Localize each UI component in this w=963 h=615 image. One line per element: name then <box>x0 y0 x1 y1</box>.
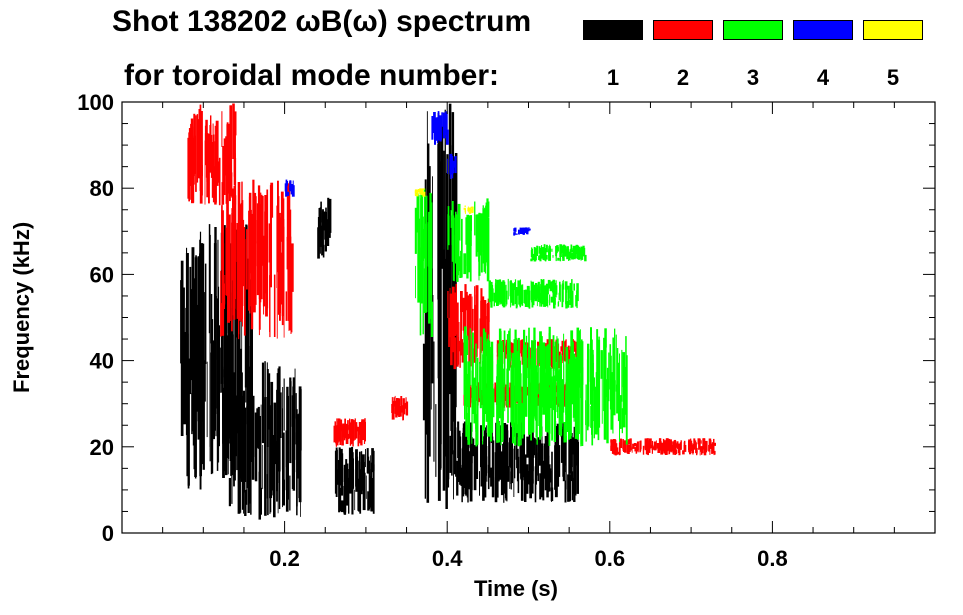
y-tick-label: 80 <box>90 176 114 201</box>
series-n4-blob-2 <box>447 153 457 179</box>
y-tick-label: 100 <box>77 90 114 115</box>
x-tick-label: 0.4 <box>432 546 463 571</box>
series-n2-blob-0 <box>187 103 237 206</box>
series-n4-blob-3 <box>513 227 531 236</box>
series-n2-blob-7 <box>610 438 716 456</box>
legend-swatch-n3 <box>723 20 783 40</box>
x-tick-label: 0.8 <box>757 546 788 571</box>
series-n5-blob-0 <box>414 188 426 197</box>
series-n2-blob-1 <box>220 179 294 340</box>
series-n5 <box>414 188 474 214</box>
chart-title-line2: for toroidal mode number: <box>124 59 499 92</box>
series-n4 <box>284 111 531 236</box>
series-n2-blob-3 <box>391 395 409 421</box>
x-tick-label: 0.2 <box>269 546 300 571</box>
legend-label-n3: 3 <box>746 65 760 90</box>
y-tick-label: 0 <box>102 521 114 546</box>
legend-swatch-n2 <box>653 20 713 40</box>
series-n3-blob-3 <box>463 326 628 447</box>
series-n4-blob-1 <box>431 111 449 145</box>
series-n1-blob-4 <box>449 420 579 503</box>
chart-title-line1: Shot 138202 ωB(ω) spectrum <box>112 5 532 38</box>
x-tick-label: 0.6 <box>595 546 626 571</box>
legend-swatch-n5 <box>863 20 923 40</box>
legend-swatch-n4 <box>793 20 853 40</box>
legend-label-n1: 1 <box>606 65 620 90</box>
legend-label-n2: 2 <box>676 65 690 90</box>
series-n3 <box>414 188 628 447</box>
series-n1-blob-1 <box>227 361 302 520</box>
series-n3-blob-0 <box>414 188 434 337</box>
series-n1-blob-3 <box>334 446 375 515</box>
series-n5-blob-1 <box>463 205 474 214</box>
series-n4-blob-0 <box>284 179 295 197</box>
series-n3-blob-4 <box>530 244 587 262</box>
x-axis-label: Time (s) <box>474 576 558 601</box>
legend-swatch-n1 <box>583 20 643 40</box>
y-tick-label: 20 <box>90 435 114 460</box>
y-tick-label: 40 <box>90 349 114 374</box>
y-tick-label: 60 <box>90 262 114 287</box>
series-n3-blob-1 <box>447 198 490 282</box>
axes: 0.2 0.4 0.6 0.8 0 20 40 60 80 100 <box>77 90 936 571</box>
series-n3-blob-2 <box>488 278 579 309</box>
series-n1-blob-2 <box>317 197 332 259</box>
spectrogram-data <box>180 103 716 520</box>
legend-label-n4: 4 <box>816 65 830 90</box>
legend-label-n5: 5 <box>886 65 900 90</box>
series-n2-blob-2 <box>333 418 366 447</box>
